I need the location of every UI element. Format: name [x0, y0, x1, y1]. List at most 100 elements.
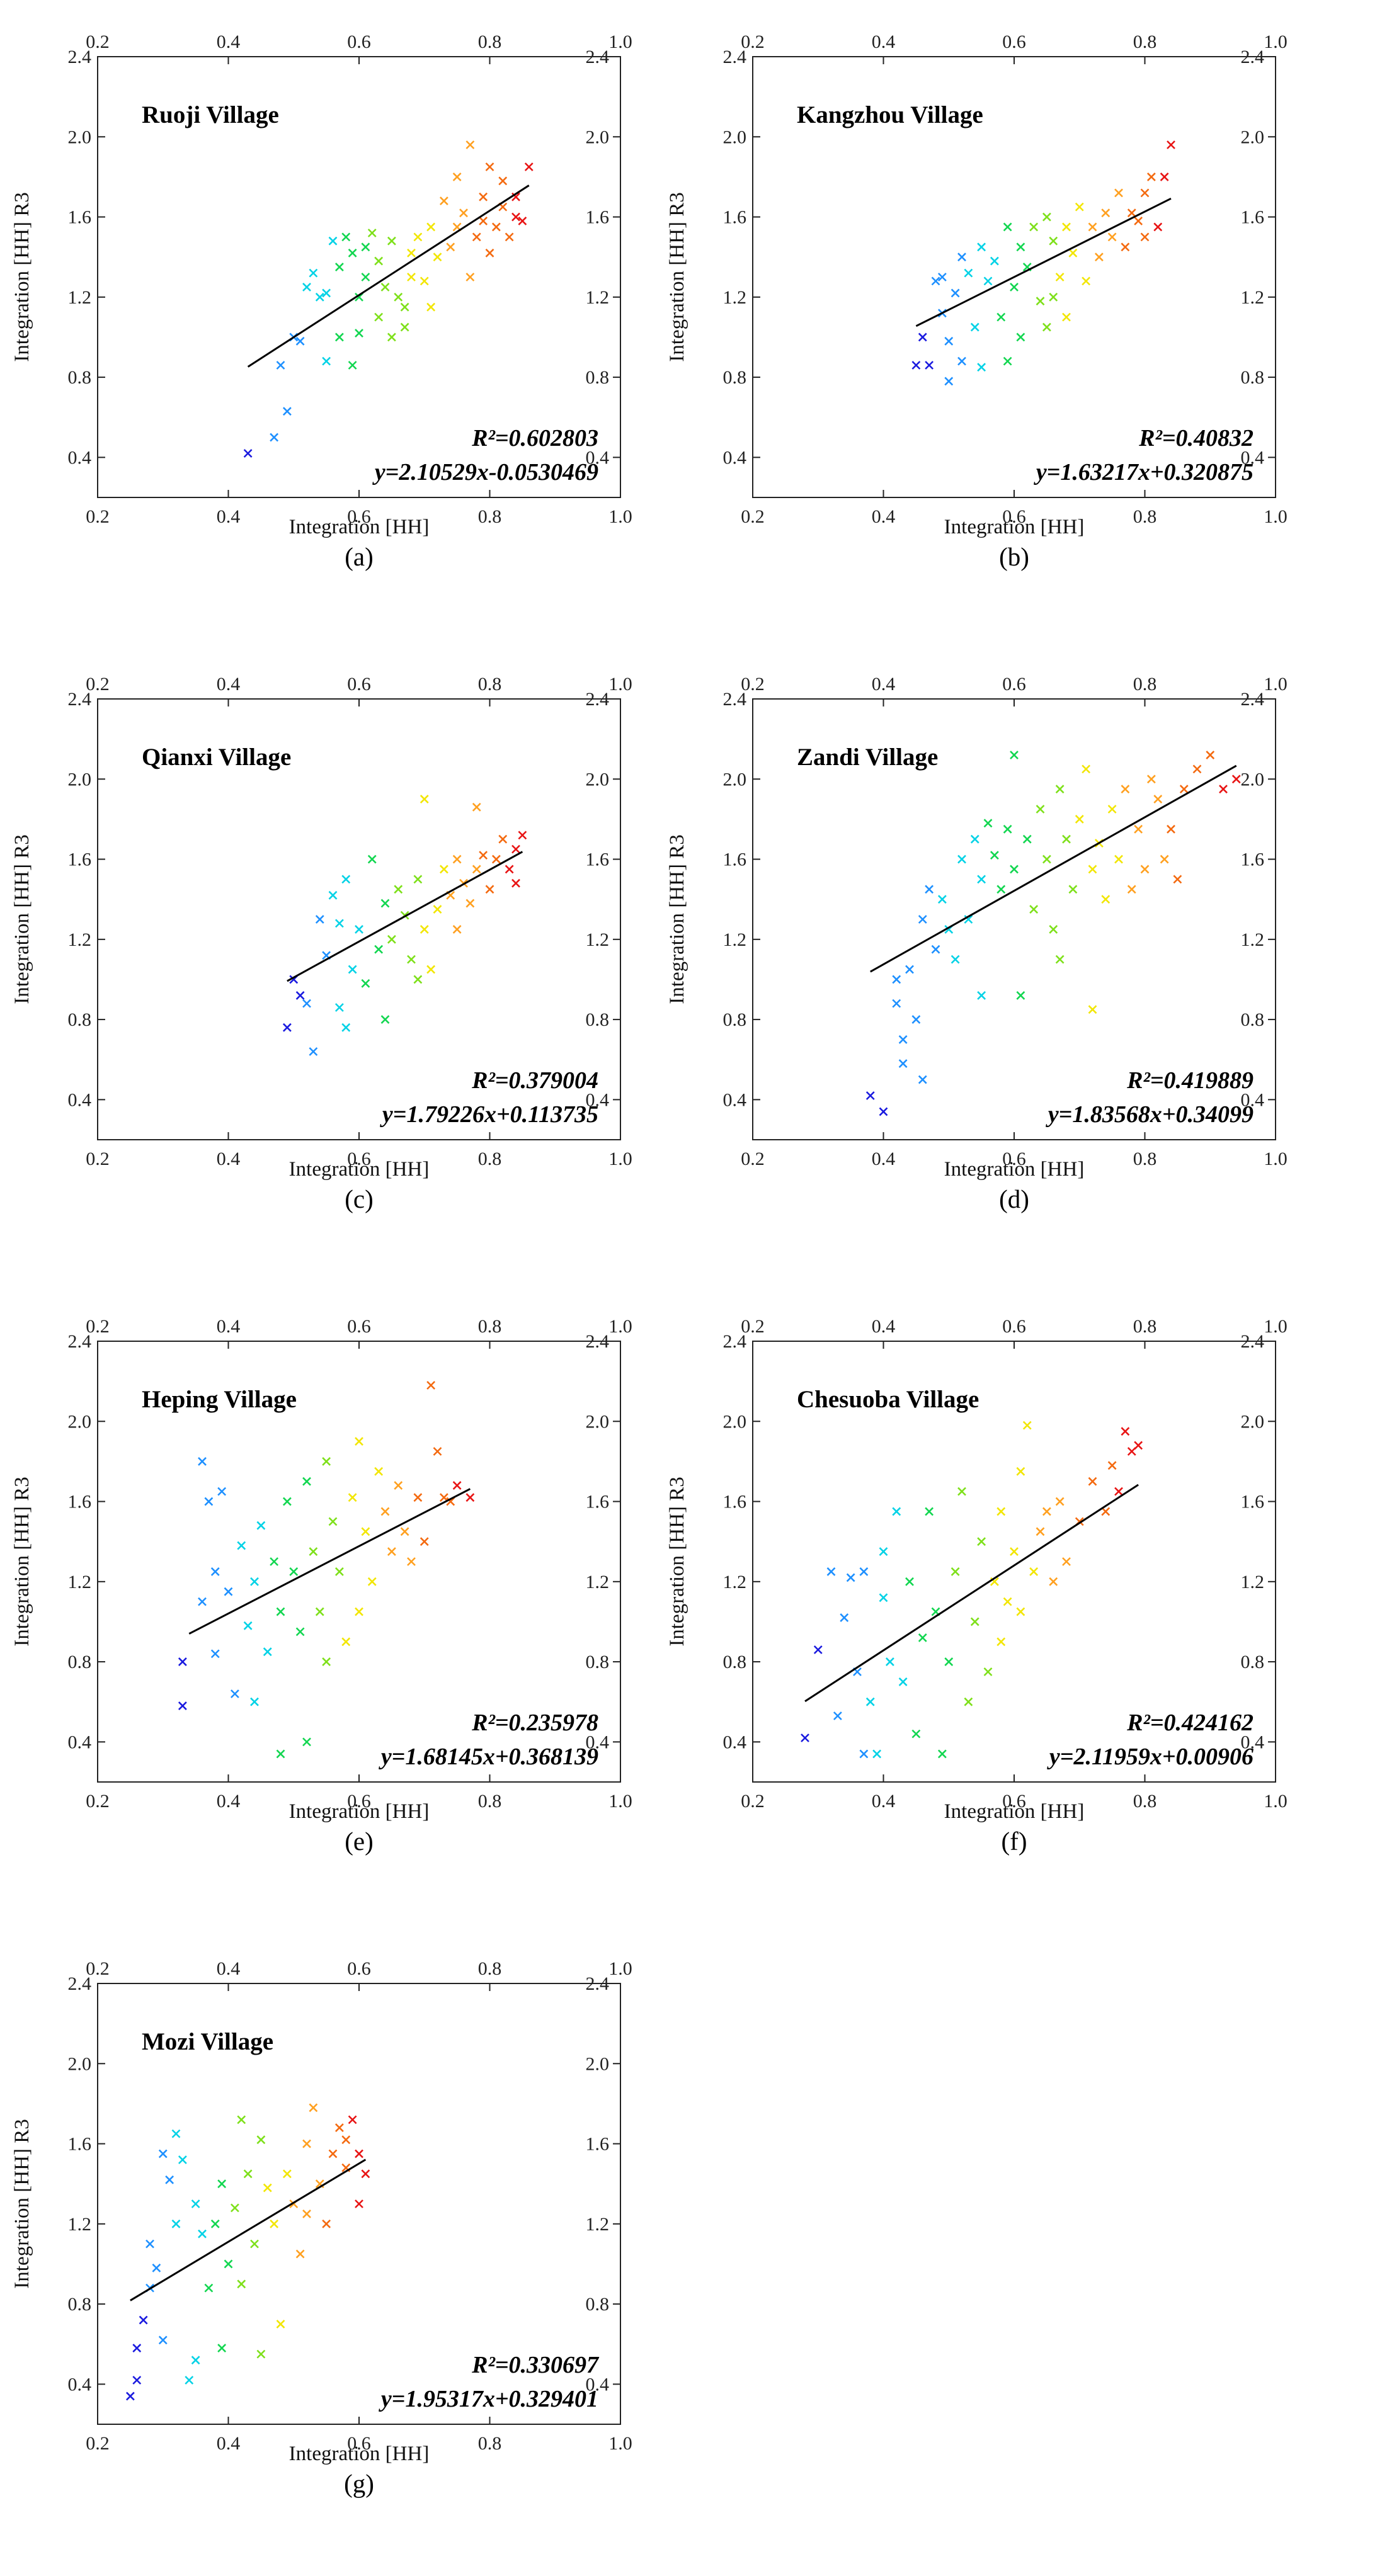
y-tick-label: 2.0 [723, 769, 747, 790]
data-point [937, 1749, 947, 1759]
data-point [1003, 356, 1012, 366]
panel-g: 0.2 0.4 0.6 0.8 1.0 0.2 0.4 0.6 0.8 1.0 0.4 0.8 1.… [11, 1958, 632, 2498]
data-point [171, 2129, 181, 2138]
x-tick-label: 0.8 [478, 506, 502, 527]
data-point [511, 844, 520, 854]
x-top-tick-label: 0.8 [1133, 674, 1157, 695]
data-point [433, 252, 442, 262]
x-tick-label: 0.8 [1133, 1149, 1157, 1169]
y-right-tick-label: 1.6 [586, 1492, 610, 1512]
data-point [309, 268, 318, 278]
scatter-points [125, 2103, 370, 2401]
r-squared-label: R²=0.235978 [471, 1710, 598, 1736]
data-point [1016, 1467, 1025, 1476]
data-point [1062, 312, 1071, 322]
data-point [951, 288, 960, 298]
x-tick-label: 0.4 [872, 506, 896, 527]
y-tick-label: 0.8 [723, 367, 747, 388]
x-tick-label: 1.0 [608, 506, 632, 527]
data-point [1140, 232, 1150, 242]
regression-equation: y=2.10529x-0.0530469 [372, 459, 598, 485]
data-point [452, 1481, 462, 1490]
data-point [957, 1487, 966, 1496]
data-point [846, 1573, 855, 1582]
y-tick-label: 0.8 [68, 1652, 92, 1672]
y-tick-label: 1.2 [723, 929, 747, 950]
r-squared-label: R²=0.330697 [471, 2352, 600, 2378]
data-point [865, 1697, 875, 1706]
plot-frame [752, 1341, 1276, 1783]
x-axis-label: Integration [HH] [289, 1158, 430, 1181]
y-axis-label: Integration [HH] R3 [666, 834, 688, 1004]
x-top-tick-label: 0.8 [1133, 1316, 1157, 1337]
y-tick-label: 2.4 [68, 47, 92, 67]
data-point [892, 999, 901, 1008]
y-tick-label: 1.2 [723, 1572, 747, 1592]
y-right-tick-label: 2.4 [1241, 689, 1265, 710]
data-point [380, 282, 390, 292]
data-point [826, 1567, 836, 1576]
data-point [964, 268, 973, 278]
regression-equation: y=1.79226x+0.113735 [380, 1101, 598, 1128]
data-point [944, 1657, 954, 1667]
y-right-tick-label: 0.4 [1241, 447, 1265, 468]
data-point [1016, 242, 1025, 252]
data-point [872, 1749, 882, 1759]
data-point [334, 1003, 344, 1012]
data-point [328, 890, 338, 900]
data-point [1107, 805, 1117, 814]
x-top-tick-label: 0.8 [478, 31, 502, 52]
data-point [341, 875, 351, 884]
data-point [1055, 955, 1065, 964]
data-point [270, 2219, 279, 2228]
data-point [1042, 322, 1051, 332]
data-point [243, 2169, 253, 2179]
data-point [1082, 276, 1091, 286]
y-right-tick-label: 2.0 [1241, 769, 1265, 790]
panel-label: (a) [345, 542, 374, 571]
data-point [125, 2392, 135, 2401]
data-point [309, 1547, 318, 1557]
panel-label: (g) [344, 2469, 374, 2498]
data-point [302, 2209, 311, 2218]
data-point [944, 336, 954, 346]
data-point [374, 312, 384, 322]
data-point [951, 955, 960, 964]
data-point [1219, 785, 1228, 794]
data-point [322, 2219, 331, 2228]
r-squared-label: R²=0.424162 [1126, 1710, 1253, 1736]
y-tick-label: 1.6 [68, 2134, 92, 2155]
data-point [315, 1607, 324, 1616]
y-tick-label: 1.6 [68, 1492, 92, 1512]
data-point [426, 1381, 436, 1390]
data-point [925, 885, 934, 894]
data-point [885, 1657, 894, 1667]
data-point [400, 302, 409, 312]
data-point [380, 1015, 390, 1024]
x-tick-label: 0.6 [1002, 1791, 1026, 1812]
x-axis-top: 0.2 0.4 0.6 0.8 1.0 [741, 1316, 1288, 1349]
data-point [925, 361, 934, 370]
y-tick-label: 0.8 [68, 1009, 92, 1030]
x-axis-top: 0.2 0.4 0.6 0.8 1.0 [86, 31, 632, 64]
data-point [204, 1497, 214, 1506]
data-point [256, 1521, 266, 1530]
x-tick-label: 0.4 [217, 2433, 241, 2454]
data-point [191, 2199, 200, 2208]
x-axis-bottom: 0.2 0.4 0.6 0.8 1.0 [741, 1132, 1288, 1169]
data-point [341, 1637, 351, 1647]
y-tick-label: 0.4 [68, 1732, 92, 1752]
data-point [439, 1493, 448, 1502]
y-right-tick-label: 0.8 [1241, 1652, 1265, 1672]
village-title: Ruoji Village [142, 101, 279, 128]
data-point [918, 915, 927, 924]
data-point [250, 1577, 259, 1586]
data-point [918, 1633, 927, 1642]
x-axis-label: Integration [HH] [289, 516, 430, 538]
regression-equation: y=1.83568x+0.34099 [1046, 1101, 1253, 1128]
x-tick-label: 0.2 [86, 2433, 110, 2454]
x-axis-label: Integration [HH] [944, 1158, 1085, 1181]
x-tick-label: 1.0 [608, 2433, 632, 2454]
data-point [315, 292, 324, 302]
data-point [1146, 775, 1156, 784]
